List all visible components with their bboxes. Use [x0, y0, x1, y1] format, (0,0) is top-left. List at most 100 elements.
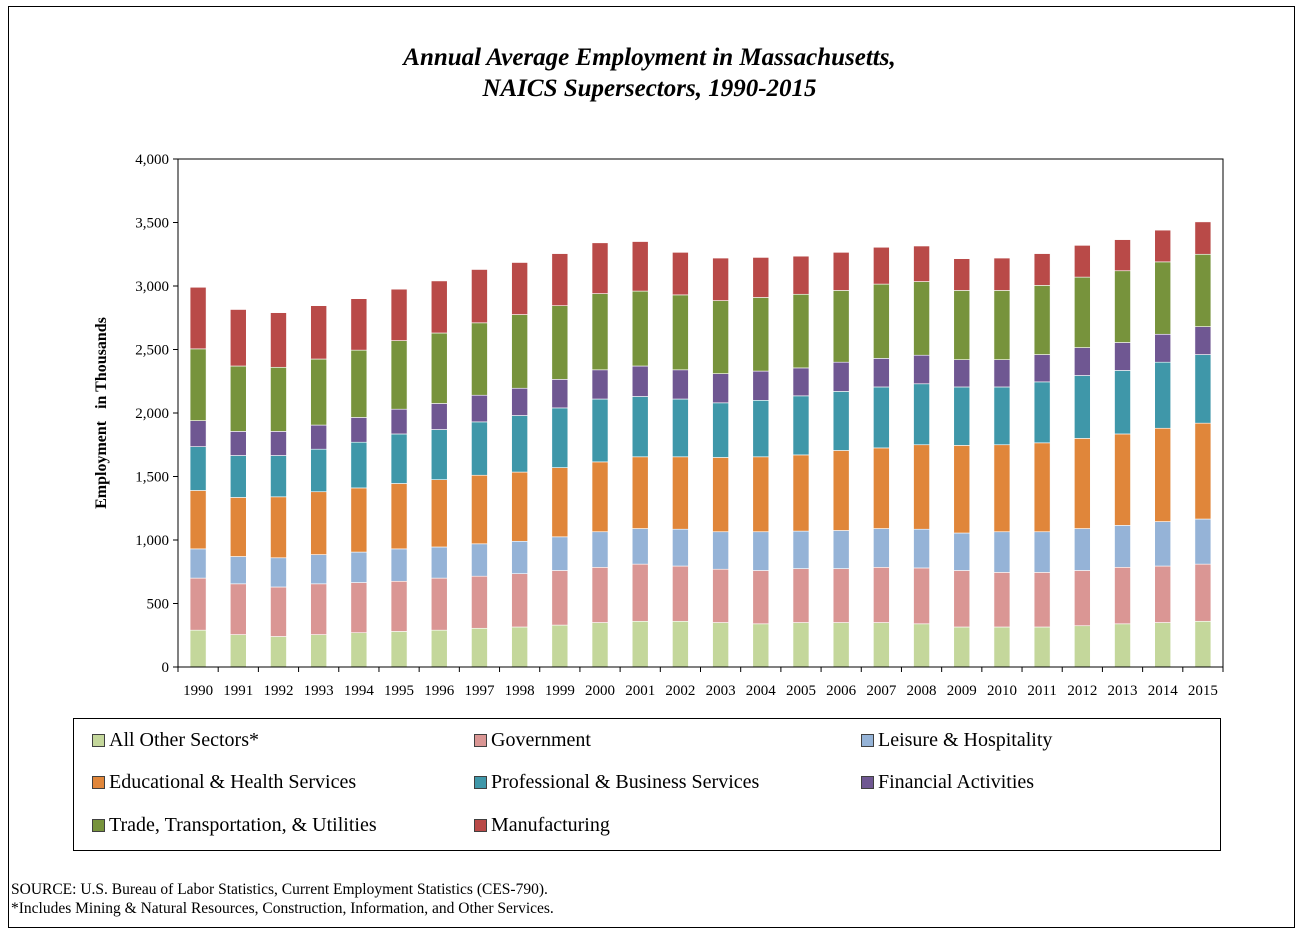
bar-segment-1993-s3 [310, 491, 327, 555]
bar-segment-2006-s3 [832, 450, 850, 531]
legend-item: Leisure & Hospitality [861, 729, 1052, 752]
x-tick-label: 2004 [746, 683, 777, 699]
bar-segment-2014-s5 [1154, 333, 1172, 363]
bar-segment-2004-s5 [752, 370, 770, 401]
bar-segment-1991-s7 [229, 309, 247, 367]
x-tick-label: 2010 [987, 683, 1017, 699]
bar-segment-2007-s5 [873, 358, 890, 388]
bar-segment-2006-s2 [832, 530, 850, 569]
bar-segment-1991-s1 [229, 583, 247, 635]
y-tick-label: 1,500 [135, 470, 169, 486]
bar-segment-2009-s4 [953, 386, 971, 446]
bar-segment-2009-s6 [953, 290, 971, 360]
bar-segment-2001-s5 [631, 365, 649, 397]
bar-segment-2000-s3 [591, 461, 609, 533]
bar-segment-1998-s3 [511, 471, 528, 542]
bar-segment-1991-s6 [229, 365, 247, 432]
x-tick-label: 2005 [786, 683, 816, 699]
bar-segment-2007-s4 [873, 386, 890, 449]
x-tick-label: 2013 [1108, 683, 1138, 699]
bar-segment-2002-s1 [672, 565, 689, 622]
bar-segment-1991-s2 [229, 556, 247, 585]
legend-item: All Other Sectors* [92, 729, 259, 752]
legend-item: Government [474, 729, 591, 752]
legend-swatch [92, 776, 105, 789]
bar-segment-2002-s2 [672, 528, 689, 567]
x-tick-label: 1991 [223, 683, 253, 699]
bar-segment-2014-s0 [1154, 622, 1172, 668]
legend-item: Manufacturing [474, 814, 610, 837]
legend-label: Manufacturing [491, 814, 610, 836]
bar-segment-2014-s4 [1154, 361, 1172, 429]
y-tick-label: 3,500 [135, 216, 169, 232]
bar-segment-2012-s1 [1074, 570, 1091, 627]
chart-title: Annual Average Employment in Massachuset… [403, 44, 896, 71]
x-tick-label: 1995 [384, 683, 414, 699]
x-tick-label: 1998 [505, 683, 535, 699]
bar-segment-2010-s1 [993, 572, 1011, 628]
bar-segment-2010-s0 [993, 626, 1011, 668]
bar-segment-2004-s7 [752, 257, 770, 298]
bar-segment-1992-s3 [270, 496, 287, 559]
legend: All Other Sectors* Government Leisure & Ho… [73, 718, 1221, 851]
bar-segment-2010-s6 [993, 290, 1011, 360]
bar-segment-2013-s3 [1114, 433, 1131, 526]
bar-segment-2004-s0 [752, 623, 770, 668]
bar-segment-1992-s5 [270, 431, 287, 456]
legend-swatch [92, 734, 105, 747]
bar-segment-2009-s5 [953, 359, 971, 388]
bar-segment-2015-s7 [1194, 221, 1212, 255]
bar-segment-2000-s4 [591, 398, 609, 463]
bar-segment-1994-s4 [350, 441, 368, 489]
legend-label: All Other Sectors* [109, 729, 259, 751]
x-tick-label: 2003 [706, 683, 736, 699]
plot-area-border [177, 158, 1224, 668]
bar-segment-1999-s1 [551, 570, 569, 626]
bar-segment-1997-s6 [471, 322, 488, 396]
bar-segment-2013-s7 [1114, 239, 1131, 272]
bar-segment-1996-s5 [430, 403, 448, 430]
bar-segment-2012-s0 [1074, 625, 1091, 668]
bar-segment-1992-s6 [270, 366, 287, 432]
bar-segment-2009-s3 [953, 445, 971, 534]
bar-segment-2013-s1 [1114, 566, 1131, 625]
bar-segment-2011-s5 [1033, 354, 1051, 383]
bar-segment-2015-s5 [1194, 326, 1212, 355]
x-tick-label: 2012 [1067, 683, 1097, 699]
y-tick-label: 500 [147, 597, 170, 613]
bar-segment-1995-s5 [390, 408, 408, 435]
chart-frame [8, 6, 1295, 928]
x-tick-label: 2000 [585, 683, 615, 699]
bar-segment-2002-s7 [672, 252, 689, 296]
bar-segment-2005-s4 [792, 395, 810, 456]
bar-segment-1998-s4 [511, 415, 528, 473]
bar-segment-1998-s5 [511, 387, 528, 416]
x-tick-label: 2015 [1188, 683, 1218, 699]
bar-segment-2010-s2 [993, 531, 1011, 573]
bar-segment-1994-s2 [350, 551, 368, 583]
y-tick-label: 4,000 [135, 152, 169, 168]
bar-segment-1994-s7 [350, 298, 368, 351]
bar-segment-1990-s7 [189, 286, 207, 350]
bar-segment-2005-s3 [792, 454, 810, 532]
bar-segment-1998-s0 [511, 626, 528, 668]
x-tick-label: 1990 [183, 683, 213, 699]
bar-segment-2003-s5 [712, 373, 729, 404]
bar-segment-2001-s7 [631, 241, 649, 292]
bar-segment-2008-s5 [913, 354, 930, 385]
bar-segment-2007-s0 [873, 622, 890, 668]
bar-segment-2007-s1 [873, 566, 890, 623]
bar-segment-2002-s3 [672, 456, 689, 530]
bar-segment-1999-s6 [551, 305, 569, 380]
bar-segment-2011-s7 [1033, 253, 1051, 286]
y-axis-label: Employment in Thousands [93, 317, 110, 509]
bar-segment-2011-s0 [1033, 626, 1051, 668]
bar-segment-2004-s3 [752, 456, 770, 533]
bar-segment-2000-s7 [591, 242, 609, 294]
footnote: *Includes Mining & Natural Resources, Co… [11, 900, 554, 917]
bar-segment-2007-s6 [873, 283, 890, 359]
bar-segment-2011-s6 [1033, 285, 1051, 355]
bars-layer [189, 221, 1212, 668]
bar-segment-2010-s3 [993, 444, 1011, 533]
bar-segment-2007-s3 [873, 447, 890, 529]
